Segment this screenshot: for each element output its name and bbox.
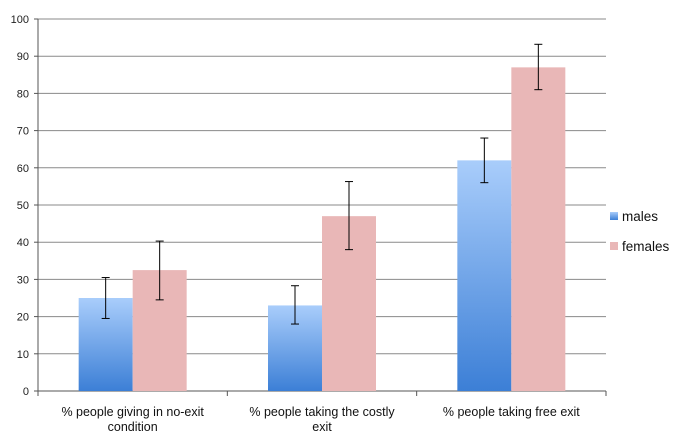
y-tick-label: 30 [17,274,29,286]
y-tick-label: 60 [17,163,29,175]
legend-swatch-females [610,242,618,250]
y-tick-label: 0 [23,386,29,398]
y-tick-label: 20 [17,312,29,324]
legend-label-males: males [622,209,658,224]
error-bars [101,43,543,325]
y-tick-label: 100 [11,14,29,26]
y-tick-label: 80 [17,88,29,100]
legend-label-females: females [622,239,670,254]
y-tick-label: 50 [17,200,29,212]
y-tick-label: 90 [17,51,29,63]
bar-males-2 [457,160,512,391]
y-tick-label: 40 [17,237,29,249]
y-tick-label: 70 [17,126,29,138]
x-category-label: % people taking the costly [249,405,395,419]
y-tick-label: 10 [17,349,29,361]
x-category-label: % people taking free exit [443,405,580,419]
bars [78,67,566,392]
legend: males females [610,209,670,254]
x-category-label: condition [108,420,158,434]
x-category-label: exit [312,420,332,434]
x-category-label: % people giving in no-exit [61,405,204,419]
axis-labels: 0 10 20 30 40 50 60 70 80 90 100 % people giving in… [11,14,581,434]
legend-swatch-males [610,212,618,220]
bar-females-2 [511,67,566,392]
